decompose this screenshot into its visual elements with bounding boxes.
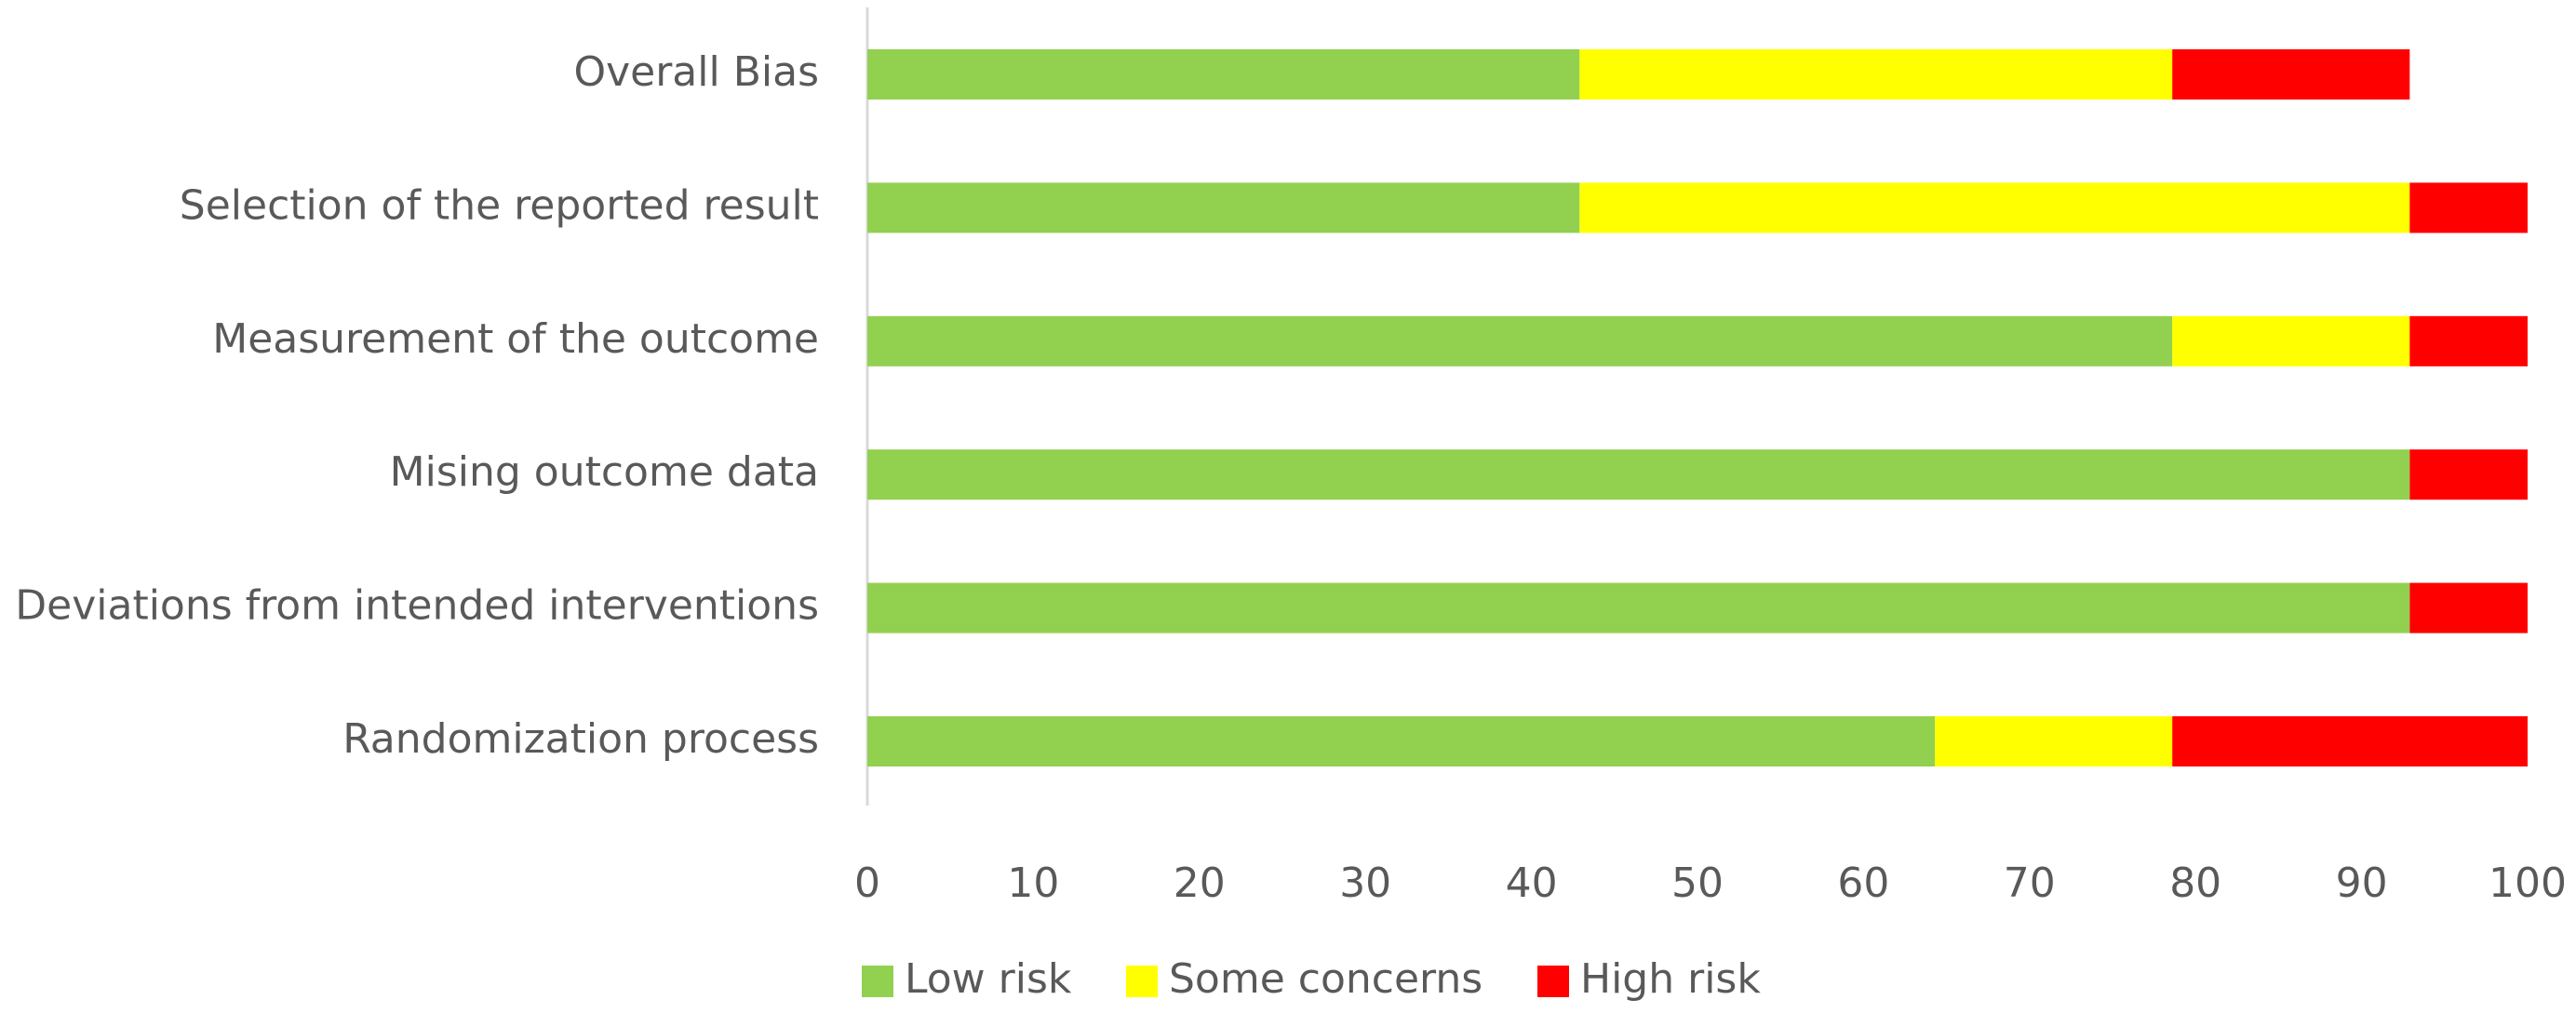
legend-swatch-high-risk: [1537, 966, 1569, 997]
bar-segment-some-concerns: [2172, 315, 2410, 367]
x-tick-label: 0: [854, 860, 880, 907]
x-tick-label: 80: [2169, 860, 2221, 907]
bar-segment-low-risk: [867, 49, 1580, 100]
x-tick-label: 60: [1837, 860, 1889, 907]
x-tick-label: 50: [1671, 860, 1724, 907]
x-tick-labels: 0 10 20 30 40 50 60 70 80 90 100: [854, 860, 2567, 907]
x-tick-label: 90: [2336, 860, 2388, 907]
bar-segment-low-risk: [867, 716, 1936, 766]
bar-segment-low-risk: [867, 449, 2410, 500]
bar-segment-high-risk: [2409, 315, 2528, 367]
bar-segment-some-concerns: [1579, 49, 2173, 100]
category-labels: Overall Bias Selection of the reported re…: [15, 48, 819, 763]
legend-swatch-some-concerns: [1126, 966, 1158, 997]
x-tick-label: 70: [2004, 860, 2056, 907]
bar-segment-high-risk: [2172, 716, 2528, 766]
category-label: Measurement of the outcome: [212, 315, 819, 363]
x-tick-label: 40: [1506, 860, 1558, 907]
legend-swatch-low-risk: [862, 966, 893, 997]
bars-layer: [867, 49, 2528, 766]
bar-segment-high-risk: [2172, 49, 2410, 100]
bar-segment-high-risk: [2409, 182, 2528, 233]
bar-segment-some-concerns: [1579, 182, 2410, 233]
x-tick-label: 30: [1339, 860, 1391, 907]
category-label: Overall Bias: [573, 48, 819, 96]
x-tick-label: 20: [1174, 860, 1226, 907]
bar-segment-low-risk: [867, 582, 2410, 633]
bar-segment-low-risk: [867, 315, 2173, 367]
bar-segment-high-risk: [2409, 449, 2528, 500]
legend: Low risk Some concerns High risk: [862, 955, 1761, 1003]
bar-segment-low-risk: [867, 182, 1580, 233]
x-tick-label: 100: [2489, 860, 2567, 907]
bar-segment-high-risk: [2409, 582, 2528, 633]
legend-label-low-risk: Low risk: [905, 955, 1072, 1003]
category-label: Mising outcome data: [390, 448, 819, 496]
category-label: Selection of the reported result: [180, 181, 819, 229]
bar-segment-some-concerns: [1935, 716, 2173, 766]
x-tick-label: 10: [1007, 860, 1059, 907]
legend-label-high-risk: High risk: [1580, 955, 1761, 1003]
legend-label-some-concerns: Some concerns: [1169, 955, 1483, 1003]
category-label: Deviations from intended interventions: [15, 582, 819, 630]
category-label: Randomization process: [342, 715, 819, 763]
